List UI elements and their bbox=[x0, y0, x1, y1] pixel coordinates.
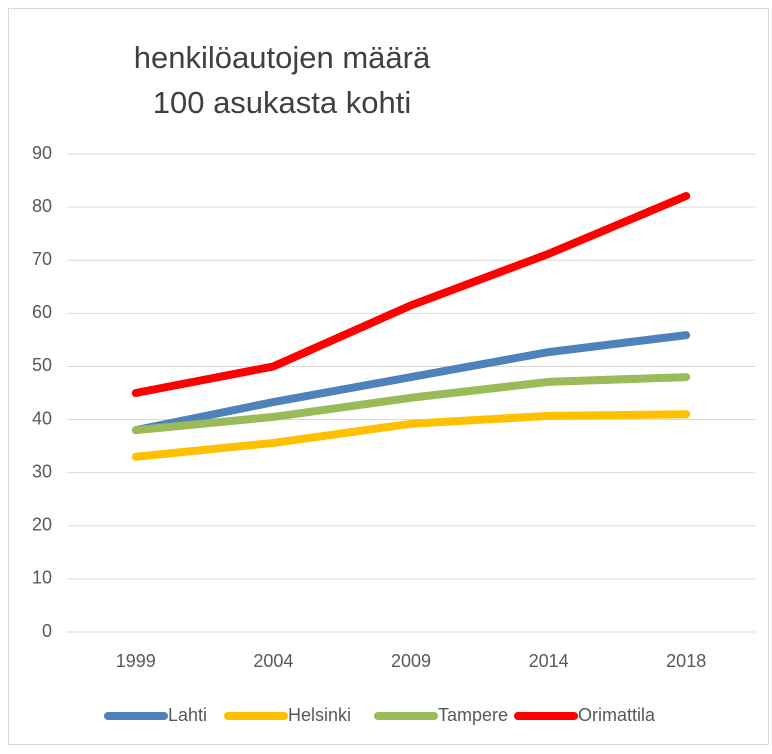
line bbox=[131, 331, 691, 435]
y-tick-label: 0 bbox=[42, 621, 52, 641]
y-tick-label: 40 bbox=[32, 408, 52, 428]
line bbox=[131, 410, 691, 461]
x-tick-label: 2014 bbox=[529, 651, 569, 671]
y-tick-label: 60 bbox=[32, 302, 52, 322]
line bbox=[131, 191, 691, 397]
x-tick-label: 2018 bbox=[666, 651, 706, 671]
y-tick-label: 20 bbox=[32, 515, 52, 535]
chart-title: henkilöautojen määrä bbox=[134, 40, 431, 75]
legend-label: Tampere bbox=[438, 705, 508, 725]
y-tick-label: 30 bbox=[32, 461, 52, 481]
chart-title: 100 asukasta kohti bbox=[153, 85, 412, 120]
y-tick-label: 80 bbox=[32, 196, 52, 216]
legend-label: Orimattila bbox=[578, 705, 656, 725]
line bbox=[131, 373, 691, 435]
legend-label: Helsinki bbox=[288, 705, 351, 725]
x-tick-label: 1999 bbox=[116, 651, 156, 671]
x-tick-label: 2009 bbox=[391, 651, 431, 671]
x-tick-label: 2004 bbox=[253, 651, 293, 671]
legend-label: Lahti bbox=[168, 705, 207, 725]
y-tick-label: 50 bbox=[32, 355, 52, 375]
y-tick-label: 90 bbox=[32, 143, 52, 163]
y-tick-label: 10 bbox=[32, 568, 52, 588]
y-tick-label: 70 bbox=[32, 249, 52, 269]
